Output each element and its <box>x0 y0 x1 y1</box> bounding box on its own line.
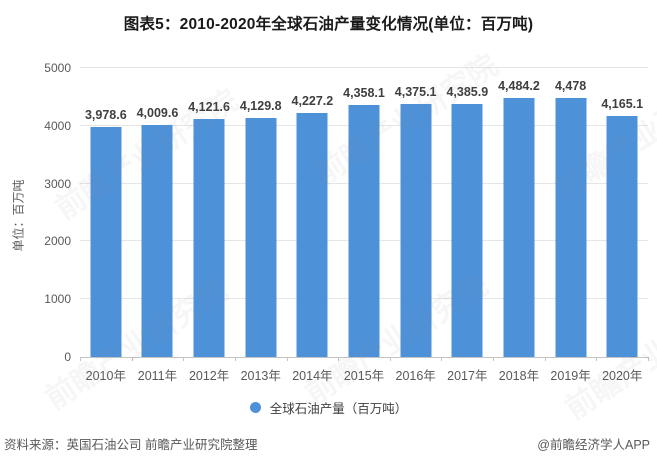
y-axis-tick-label: 2000 <box>44 234 71 249</box>
axis-tick-mark <box>544 357 546 361</box>
bar-value-label: 4,385.9 <box>446 84 489 99</box>
axis-tick-mark <box>648 357 650 361</box>
category-cell: 4,385.9 2017年 <box>441 68 495 383</box>
y-axis-tick-label: 1000 <box>44 292 71 307</box>
bar-value-label: 4,165.1 <box>601 97 644 112</box>
bar-value-label: 4,358.1 <box>343 86 385 101</box>
y-axis-tick-label: 3000 <box>44 176 71 191</box>
x-axis-tick-label: 2014年 <box>292 369 333 383</box>
y-axis-tick-label: 4000 <box>44 118 71 133</box>
category-cell: 4,165.1 2020年 <box>596 68 650 383</box>
axis-tick-mark <box>234 357 236 361</box>
bar <box>296 112 328 357</box>
x-axis-tick-label: 2012年 <box>188 369 230 383</box>
axis-tick-mark <box>493 357 495 361</box>
legend-label: 全球石油产量（百万吨） <box>269 402 408 416</box>
x-axis-tick-label: 2018年 <box>498 369 540 383</box>
bar <box>606 116 638 357</box>
axis-tick-mark <box>596 357 598 361</box>
credit-note: @前瞻经济学人APP <box>537 438 650 452</box>
footer: 资料来源：英国石油公司 前瞻产业研究院整理 @前瞻经济学人APP <box>4 434 650 453</box>
axis-tick-mark <box>441 357 443 361</box>
category-cell: 3,978.6 2010年 <box>80 68 133 383</box>
axis-tick-mark <box>286 357 288 361</box>
axis-tick-mark <box>389 357 391 361</box>
y-axis-tick-label: 0 <box>64 350 71 364</box>
x-axis-tick-label: 2020年 <box>602 369 643 383</box>
source-note: 资料来源：英国石油公司 前瞻产业研究院整理 <box>4 438 258 452</box>
axis-tick-mark <box>338 357 340 361</box>
axis-tick-mark <box>131 357 133 361</box>
bar <box>245 118 277 357</box>
bar-value-label: 3,978.6 <box>84 108 127 123</box>
category-cell: 4,358.1 2015年 <box>338 68 391 383</box>
bar <box>451 103 483 357</box>
bar-value-label: 4,484.2 <box>498 78 540 93</box>
bar-value-label: 4,121.6 <box>188 99 230 114</box>
x-axis-tick-label: 2019年 <box>550 369 591 383</box>
axis-tick-mark <box>80 357 81 361</box>
y-axis-tick-label: 5000 <box>44 61 71 75</box>
legend: 全球石油产量（百万吨） <box>0 398 657 417</box>
y-axis-title: 单位：百万吨 <box>11 179 26 252</box>
bar <box>503 97 535 357</box>
x-axis-tick-label: 2011年 <box>137 369 178 383</box>
x-axis-tick-label: 2010年 <box>85 369 126 383</box>
gridline <box>80 67 648 68</box>
bar <box>555 98 587 357</box>
category-cell: 4,129.8 2013年 <box>235 68 288 383</box>
category-cell: 4,121.6 2012年 <box>183 68 236 383</box>
bar-value-label: 4,375.1 <box>394 85 437 100</box>
bar-value-label: 4,009.6 <box>136 106 179 121</box>
plot-area: 0 1000 2000 3000 4000 5000 3,978.6 2010年 4,009.6… <box>44 62 650 383</box>
chart-title: 图表5：2010-2020年全球石油产量变化情况(单位：百万吨) <box>123 16 534 33</box>
legend-marker-icon <box>249 402 261 413</box>
bar <box>400 104 432 357</box>
x-axis-tick-label: 2013年 <box>240 369 281 383</box>
x-axis-tick-label: 2016年 <box>395 369 436 383</box>
bar-value-label: 4,227.2 <box>291 93 334 108</box>
x-axis-tick-label: 2015年 <box>343 369 385 383</box>
category-cell: 4,478 2019年 <box>545 68 598 383</box>
bar <box>90 127 122 357</box>
category-cell: 4,227.2 2014年 <box>287 68 340 383</box>
bar-value-label: 4,478 <box>554 79 587 94</box>
bar-series: 3,978.6 2010年 4,009.6 2011年 4,121.6 2012年 4,12… <box>80 68 650 383</box>
category-cell: 4,484.2 2018年 <box>493 68 546 383</box>
category-cell: 4,375.1 2016年 <box>390 68 443 383</box>
category-cell: 4,009.6 2011年 <box>132 68 185 383</box>
x-axis-tick-label: 2017年 <box>447 369 488 383</box>
bar <box>141 125 173 357</box>
bar-value-label: 4,129.8 <box>239 99 282 114</box>
bar <box>348 105 380 357</box>
bar <box>193 118 225 357</box>
axis-tick-mark <box>183 357 185 361</box>
